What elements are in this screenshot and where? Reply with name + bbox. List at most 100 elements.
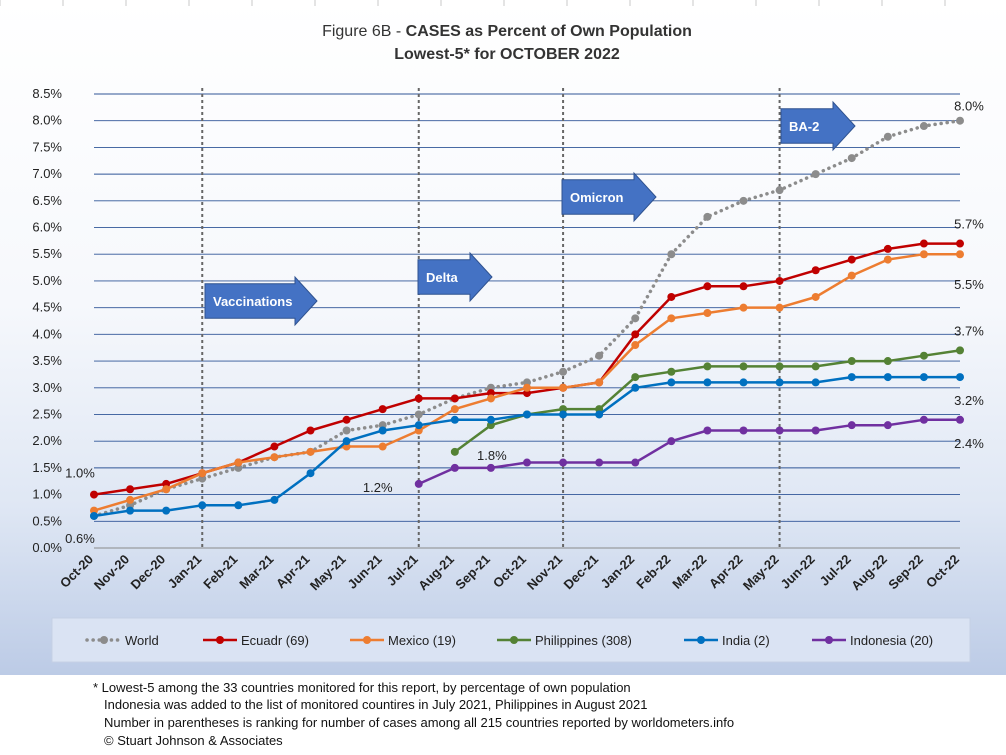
x-tick-label: Mar-21 xyxy=(236,552,276,592)
series-point-5 xyxy=(956,415,964,424)
series-point-4 xyxy=(523,410,531,419)
series-point-1 xyxy=(703,282,712,291)
series-point-3 xyxy=(883,357,892,366)
top-border-grid xyxy=(0,0,946,6)
x-tick-label: Nov-20 xyxy=(91,552,132,593)
event-label: Omicron xyxy=(570,190,624,205)
series-point-0 xyxy=(811,170,820,179)
data-label: 2.4% xyxy=(954,436,984,451)
series-point-0 xyxy=(956,116,964,125)
series-point-4 xyxy=(270,495,279,504)
series-point-0 xyxy=(667,250,676,259)
event-arrow xyxy=(204,275,318,327)
y-tick-label: 4.5% xyxy=(32,300,62,315)
series-point-4 xyxy=(450,415,459,424)
y-axis: 0.0% 0.5% 1.0% 1.5% 2.0% 2.5% 3.0% 3.5% 4.0% 4.5%… xyxy=(32,86,62,555)
series-point-4 xyxy=(559,410,568,419)
x-tick-label: Dec-21 xyxy=(561,552,602,593)
series-point-2 xyxy=(523,383,531,392)
y-tick-label: 4.0% xyxy=(32,326,62,341)
x-tick-label: Feb-21 xyxy=(200,552,240,592)
series-point-4 xyxy=(90,511,98,520)
series-point-5 xyxy=(919,415,928,424)
series-line-5 xyxy=(417,418,962,486)
event-label: BA-2 xyxy=(789,119,819,134)
series-point-2 xyxy=(667,314,676,323)
series-point-1 xyxy=(378,405,387,414)
series-point-4 xyxy=(486,415,495,424)
legend-swatch-marker xyxy=(697,636,705,644)
data-label: 0.6% xyxy=(65,531,95,546)
y-tick-label: 8.0% xyxy=(32,113,62,128)
event-label: Vaccinations xyxy=(213,294,292,309)
x-tick-label: May-21 xyxy=(307,552,349,594)
series-point-2 xyxy=(811,292,820,301)
y-tick-label: 2.0% xyxy=(32,433,62,448)
x-tick-label: Sep-22 xyxy=(885,552,926,593)
series-point-1 xyxy=(90,490,98,499)
x-tick-label: Jun-22 xyxy=(778,552,818,592)
x-tick-label: May-22 xyxy=(740,552,782,594)
series-point-1 xyxy=(270,442,279,451)
series-point-1 xyxy=(739,282,748,291)
y-tick-label: 7.5% xyxy=(32,139,62,154)
x-tick-label: Feb-22 xyxy=(633,552,673,592)
series-point-5 xyxy=(775,426,784,435)
chart-frame: Figure 6B - CASES as Percent of Own Popu… xyxy=(0,0,1006,675)
series-point-4 xyxy=(883,373,892,382)
x-tick-label: Sep-21 xyxy=(452,552,493,593)
data-labels: 1.0% 0.6% 1.2% 1.8% 8.0% 5.7% 5.5% 3.7% 3.2% 2.4% xyxy=(65,99,984,546)
series-group xyxy=(90,116,964,520)
series-point-1 xyxy=(883,244,892,253)
footnote-line-3: Number in parentheses is ranking for num… xyxy=(104,715,735,730)
y-tick-label: 1.5% xyxy=(32,460,62,475)
series-point-0 xyxy=(559,367,568,376)
series-point-4 xyxy=(703,378,712,387)
series-point-2 xyxy=(486,394,495,403)
series-point-2 xyxy=(631,341,640,350)
series-point-4 xyxy=(811,378,820,387)
series-point-3 xyxy=(450,447,459,456)
footnote: * Lowest-5 among the 33 countries monito… xyxy=(0,676,1006,755)
x-tick-label: Aug-22 xyxy=(848,552,890,594)
legend-label: Ecuadr (69) xyxy=(241,633,309,648)
x-axis: Oct-20Nov-20Dec-20Jan-21Feb-21Mar-21Apr-… xyxy=(57,552,962,594)
series-point-2 xyxy=(739,303,748,312)
series-point-4 xyxy=(595,410,604,419)
legend: World Ecuadr (69) Mexico (19) Philippines (… xyxy=(51,617,971,663)
series-point-3 xyxy=(956,346,964,355)
series-point-4 xyxy=(162,506,171,515)
y-tick-label: 6.0% xyxy=(32,220,62,235)
data-label: 8.0% xyxy=(954,99,984,114)
x-tick-label: Apr-21 xyxy=(273,552,313,592)
series-point-0 xyxy=(847,154,856,163)
series-point-4 xyxy=(306,469,315,478)
series-point-3 xyxy=(775,362,784,371)
legend-swatch-marker xyxy=(825,636,833,644)
x-tick-label: Oct-20 xyxy=(57,552,96,591)
x-tick-label: Oct-21 xyxy=(490,552,529,591)
legend-swatch-marker xyxy=(510,636,518,644)
y-tick-label: 0.0% xyxy=(32,540,62,555)
data-label: 1.2% xyxy=(363,480,393,495)
series-point-4 xyxy=(667,378,676,387)
series-point-5 xyxy=(703,426,712,435)
series-point-5 xyxy=(559,458,568,467)
series-point-1 xyxy=(450,394,459,403)
series-point-2 xyxy=(126,495,135,504)
series-point-2 xyxy=(956,250,964,259)
series-point-5 xyxy=(523,458,531,467)
series-point-1 xyxy=(667,292,676,301)
y-tick-label: 2.5% xyxy=(32,406,62,421)
footnote-line-4: © Stuart Johnson & Associates xyxy=(104,733,283,748)
data-label: 1.8% xyxy=(477,448,507,463)
footnote-line-2: Indonesia was added to the list of monit… xyxy=(104,697,648,712)
event-arrow xyxy=(561,171,657,223)
y-tick-label: 3.0% xyxy=(32,380,62,395)
legend-swatch-marker xyxy=(363,636,371,644)
series-point-5 xyxy=(883,421,892,430)
series-point-1 xyxy=(775,276,784,285)
data-label: 5.5% xyxy=(954,277,984,292)
series-point-0 xyxy=(631,314,640,323)
series-point-0 xyxy=(775,186,784,195)
